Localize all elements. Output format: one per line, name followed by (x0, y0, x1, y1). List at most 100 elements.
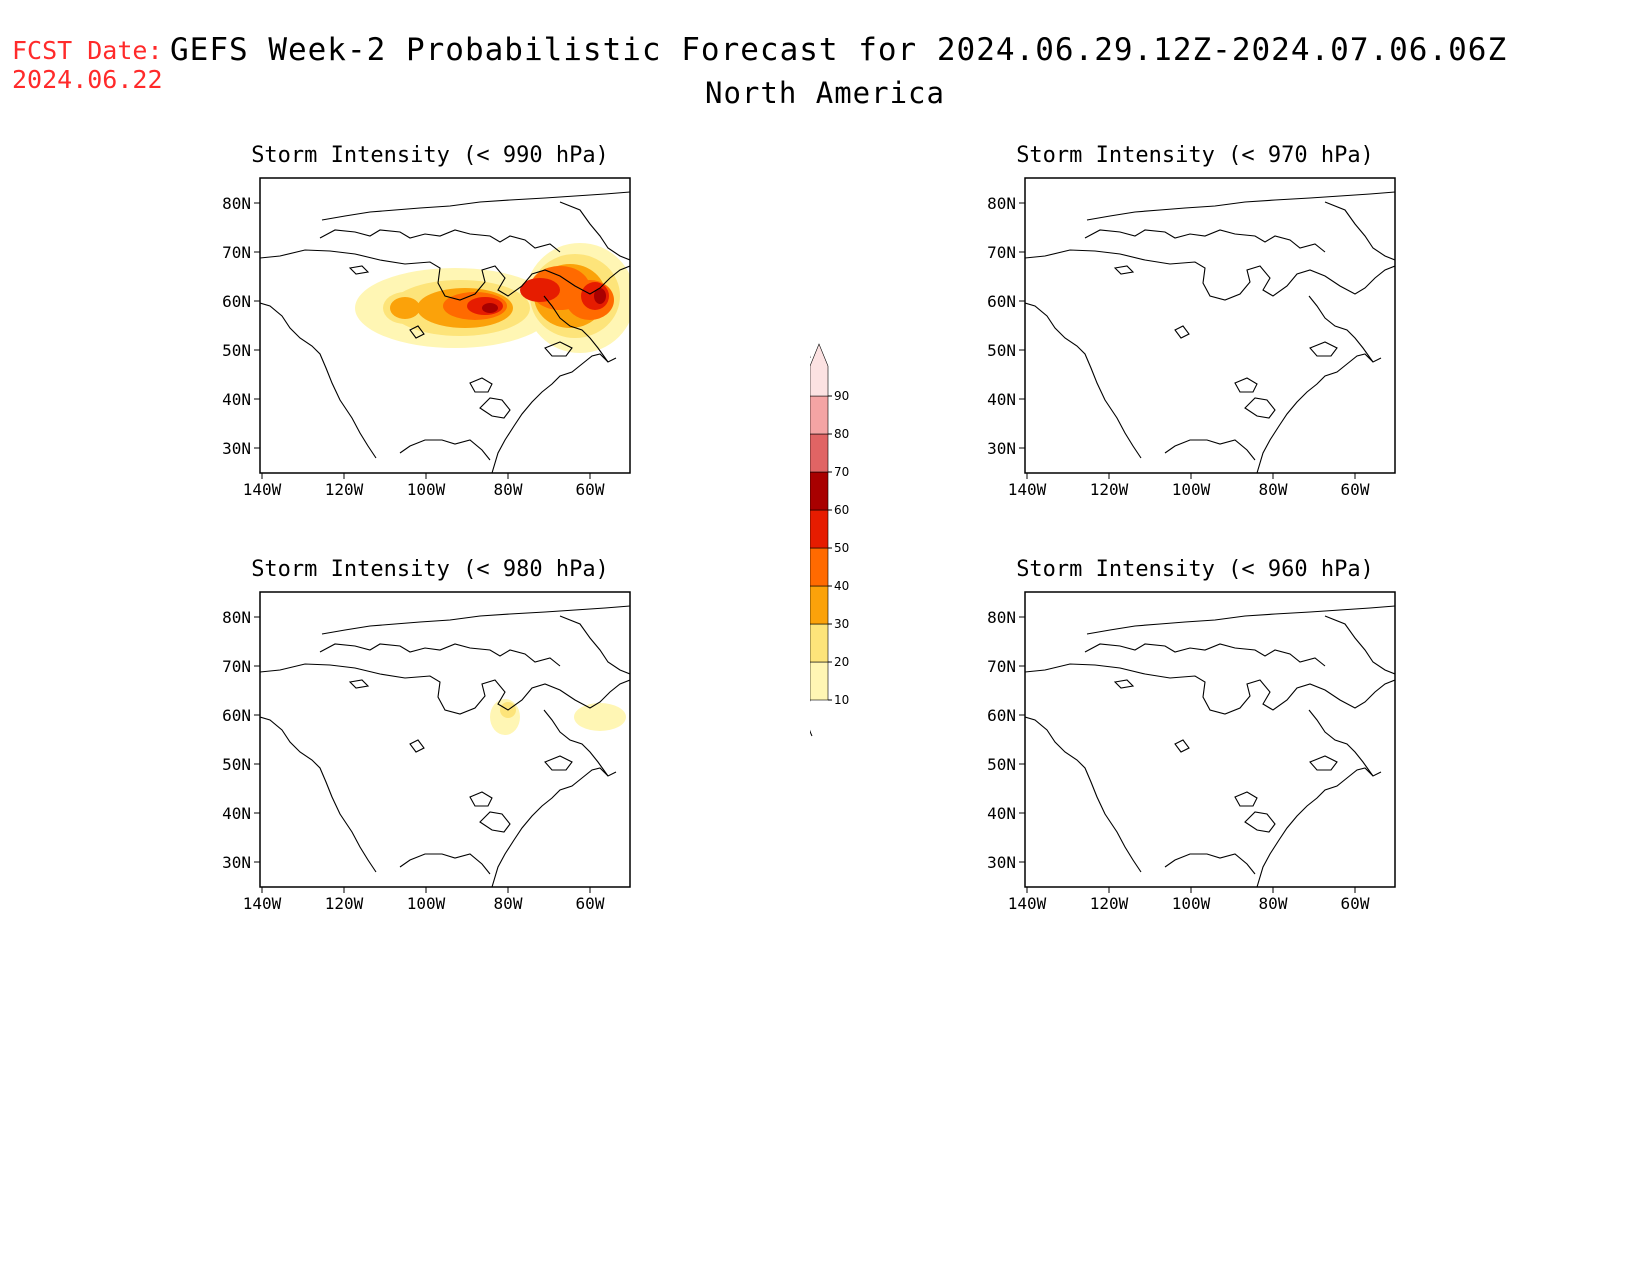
lon-tick-label: 60W (1341, 480, 1370, 499)
lat-tick-label: 80N (222, 194, 251, 213)
legend-label: 40 (834, 579, 849, 593)
lon-tick-label: 100W (1172, 894, 1211, 913)
coastline (319, 643, 561, 667)
map-frame (1024, 177, 1396, 474)
lat-tick-label: 70N (987, 657, 1016, 676)
coastline (1164, 439, 1256, 461)
coastline (1113, 679, 1135, 689)
page-title: GEFS Week-2 Probabilistic Forecast for 2… (170, 32, 1508, 68)
lon-tick-label: 100W (1172, 480, 1211, 499)
lat-tick-label: 40N (222, 390, 251, 409)
coastline (321, 191, 630, 221)
coastline (1174, 739, 1190, 753)
lat-tick-label: 40N (987, 804, 1016, 823)
coastline (1324, 615, 1395, 675)
probability-area (594, 288, 606, 304)
map-frame (259, 591, 631, 888)
coastline (1309, 755, 1338, 771)
lon-tick-label: 80W (494, 480, 523, 499)
panel-980: Storm Intensity (< 980 hPa) 80N 70N 60N 50N… (220, 557, 640, 917)
lon-tick-label: 140W (243, 894, 282, 913)
coastline (479, 811, 511, 833)
coastline (409, 325, 425, 339)
lat-tick-label: 50N (987, 755, 1016, 774)
legend-swatch (810, 433, 829, 473)
coastline (469, 791, 493, 807)
probability-area (574, 703, 626, 731)
coastline (559, 615, 630, 675)
lon-tick-label: 80W (1259, 894, 1288, 913)
lon-tick-label: 120W (1090, 480, 1129, 499)
coastline (1164, 853, 1256, 875)
lat-tick-label: 60N (987, 706, 1016, 725)
coastline (1244, 811, 1276, 833)
panel-title: Storm Intensity (< 960 hPa) (1016, 557, 1374, 582)
map-canvas: 80N 70N 60N 50N 40N 30N 140W 120W 100W 80W 60W (987, 591, 1396, 913)
forecast-date-label: FCST Date: (12, 36, 163, 65)
panel-990: Storm Intensity (< 990 hPa) 80N 70N 60N 50N… (220, 143, 640, 503)
panel-970: Storm Intensity (< 970 hPa) 80N 70N 60N 50N… (985, 143, 1405, 503)
legend-label: 10 (834, 693, 849, 707)
coastline (348, 265, 370, 275)
coastline (260, 302, 377, 459)
legend-label: 20 (834, 655, 849, 669)
coastline (399, 439, 491, 461)
forecast-date-value: 2024.06.22 (12, 65, 163, 94)
coastline (1025, 302, 1142, 459)
coastline (1234, 377, 1258, 393)
lon-tick-label: 100W (407, 480, 446, 499)
coastline (260, 716, 377, 873)
legend-label: 60 (834, 503, 849, 517)
legend-label: 70 (834, 465, 849, 479)
legend-swatch (810, 471, 829, 511)
lat-tick-label: 60N (222, 292, 251, 311)
lon-tick-label: 140W (1008, 894, 1047, 913)
coastline (399, 853, 491, 875)
coastline (491, 767, 617, 887)
coastline (1025, 716, 1142, 873)
coastline (1324, 201, 1395, 261)
lat-tick-label: 50N (222, 341, 251, 360)
legend-label: 50 (834, 541, 849, 555)
coastline (559, 201, 630, 261)
coastline (1025, 663, 1395, 715)
lon-tick-label: 100W (407, 894, 446, 913)
coastline (1084, 229, 1326, 253)
map-frame (1024, 591, 1396, 888)
map-canvas: 80N 70N 60N 50N 40N 30N 140W 120W 100W 80W 60W (222, 591, 631, 913)
coastline (1086, 191, 1395, 221)
lon-tick-label: 140W (1008, 480, 1047, 499)
lat-tick-label: 70N (222, 243, 251, 262)
coastline (1234, 791, 1258, 807)
lat-tick-label: 30N (222, 439, 251, 458)
panel-title: Storm Intensity (< 980 hPa) (251, 557, 609, 582)
forecast-date-block: FCST Date: 2024.06.22 (12, 36, 163, 94)
lon-tick-label: 120W (1090, 894, 1129, 913)
coastline (1084, 643, 1326, 667)
color-legend: 10 20 30 40 50 60 70 80 90 (810, 343, 849, 737)
coastline (1174, 325, 1190, 339)
probability-area (390, 297, 420, 319)
lon-tick-label: 80W (494, 894, 523, 913)
legend-label: 80 (834, 427, 849, 441)
coastline (544, 341, 573, 357)
map-canvas: 80N 70N 60N 50N 40N 30N 140W 120W 100W 80W 60W (987, 177, 1396, 499)
legend-swatch (810, 547, 829, 587)
lon-tick-label: 80W (1259, 480, 1288, 499)
lat-tick-label: 70N (222, 657, 251, 676)
coastline (544, 755, 573, 771)
lat-tick-label: 30N (987, 439, 1016, 458)
coastline (321, 605, 630, 635)
coastline (1113, 265, 1135, 275)
coastline (409, 739, 425, 753)
lat-tick-label: 50N (222, 755, 251, 774)
probability-area (482, 303, 498, 313)
lat-tick-label: 40N (987, 390, 1016, 409)
legend-swatch (810, 585, 829, 625)
map-frame (259, 177, 631, 474)
legend-swatch (810, 343, 829, 397)
legend-swatch (810, 395, 829, 435)
coastline (1309, 341, 1338, 357)
lon-tick-label: 60W (576, 480, 605, 499)
legend-swatch (810, 623, 829, 663)
